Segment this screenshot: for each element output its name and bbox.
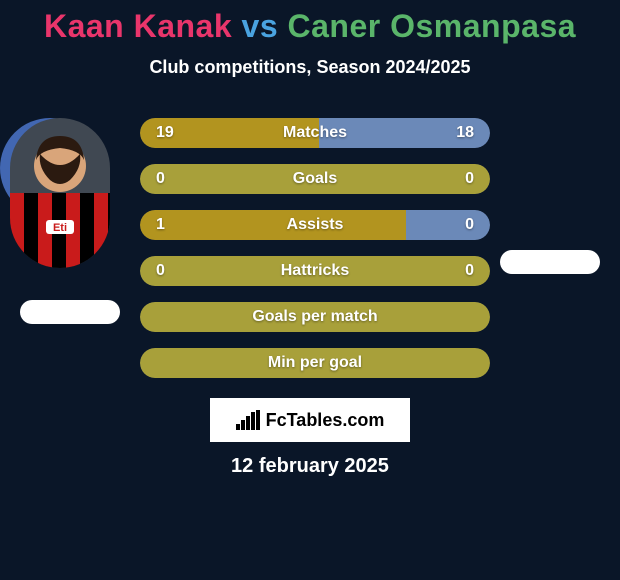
- stat-row: Min per goal: [140, 348, 490, 378]
- stat-label: Matches: [140, 118, 490, 148]
- stat-label: Goals per match: [140, 302, 490, 332]
- vs-separator: vs: [232, 8, 287, 44]
- player1-avatar: Eti: [10, 118, 110, 268]
- player2-country-badge: [500, 250, 600, 274]
- signal-bars-icon: [236, 410, 260, 430]
- player1-country-badge: [20, 300, 120, 324]
- stat-row: 0Hattricks0: [140, 256, 490, 286]
- snapshot-date: 12 february 2025: [0, 455, 620, 478]
- fctables-logo: FcTables.com: [210, 398, 410, 442]
- stat-label: Assists: [140, 210, 490, 240]
- page-title: Kaan Kanak vs Caner Osmanpasa: [0, 0, 620, 45]
- stat-label: Hattricks: [140, 256, 490, 286]
- svg-text:Eti: Eti: [53, 222, 67, 234]
- stat-bars: 19Matches180Goals01Assists00Hattricks0Go…: [140, 118, 490, 394]
- comparison-panel: Eti 19Matches180Goals01Assists00Hattrick…: [0, 118, 620, 218]
- stat-label: Min per goal: [140, 348, 490, 378]
- stat-label: Goals: [140, 164, 490, 194]
- player2-name: Caner Osmanpasa: [288, 8, 577, 44]
- player1-avatar-svg: Eti: [10, 118, 110, 268]
- player1-name: Kaan Kanak: [44, 8, 232, 44]
- stat-row: Goals per match: [140, 302, 490, 332]
- logo-text: FcTables.com: [266, 410, 385, 431]
- stat-row: 1Assists0: [140, 210, 490, 240]
- stat-value-p2: 0: [465, 256, 474, 286]
- stat-value-p2: 18: [456, 118, 474, 148]
- subtitle: Club competitions, Season 2024/2025: [0, 45, 620, 78]
- stat-value-p2: 0: [465, 210, 474, 240]
- stat-row: 0Goals0: [140, 164, 490, 194]
- stat-row: 19Matches18: [140, 118, 490, 148]
- stat-value-p2: 0: [465, 164, 474, 194]
